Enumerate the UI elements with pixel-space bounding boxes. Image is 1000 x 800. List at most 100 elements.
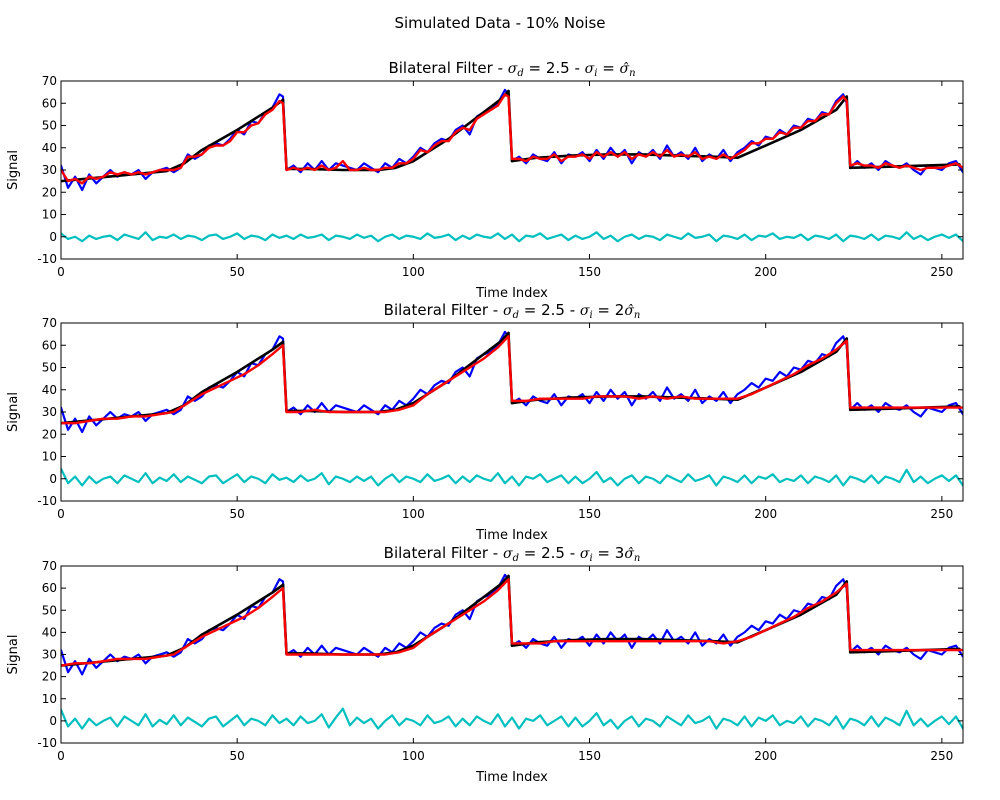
- x-axis-label: Time Index: [475, 770, 548, 785]
- series-residual-line: [61, 231, 963, 243]
- sigma-hat-symbol: σ̂: [620, 61, 630, 77]
- x-tick-label: 0: [57, 265, 65, 279]
- sigma-subscript-i: i: [589, 553, 592, 564]
- y-tick-label: 40: [42, 625, 57, 639]
- subplot-title: Bilateral Filter - σd = 2.5 - σi = σ̂n: [388, 59, 635, 79]
- sigma-hat-symbol: σ̂: [624, 546, 634, 562]
- y-tick-label: 10: [42, 692, 57, 706]
- subplot-title: Bilateral Filter - σd = 2.5 - σi = 2σ̂n: [384, 301, 641, 321]
- series-clean-segment-2: [285, 574, 510, 656]
- series-filtered-line: [61, 578, 963, 667]
- y-tick-label: 30: [42, 163, 57, 177]
- subplot-3: Bilateral Filter - σd = 2.5 - σi = 3σ̂n 0…: [6, 544, 964, 785]
- series-clean-segment-3: [510, 580, 849, 647]
- x-axis-label: Time Index: [475, 528, 548, 543]
- x-tick-label: 100: [402, 507, 425, 521]
- y-tick-label: 40: [42, 141, 57, 155]
- series-filtered-line: [61, 335, 963, 425]
- x-tick-label: 150: [578, 507, 601, 521]
- y-tick-label: 30: [42, 405, 57, 419]
- title-sigma-d-part: = 2.5 -: [519, 544, 580, 562]
- series-clean-segment-1: [61, 583, 285, 667]
- x-tick-label: 0: [57, 749, 65, 763]
- series-clean-segment-3: [510, 95, 849, 163]
- x-tick-label: 200: [754, 749, 777, 763]
- sigma-symbol: σ: [503, 546, 513, 562]
- y-tick-label: 50: [42, 361, 57, 375]
- y-tick-label: 50: [42, 119, 57, 133]
- sigma-subscript-n: n: [629, 68, 635, 79]
- sigma-subscript-i: i: [589, 310, 592, 321]
- title-prefix: Bilateral Filter -: [384, 544, 503, 562]
- x-tick-label: 100: [402, 749, 425, 763]
- y-tick-label: -10: [37, 252, 57, 266]
- x-tick-label: 250: [930, 265, 953, 279]
- y-tick-label: 30: [42, 648, 57, 662]
- plot-area: [61, 573, 963, 730]
- sigma-subscript-i: i: [594, 68, 597, 79]
- x-tick-label: 200: [754, 507, 777, 521]
- x-tick-label: 0: [57, 507, 65, 521]
- subplot-title: Bilateral Filter - σd = 2.5 - σi = 3σ̂n: [384, 544, 641, 564]
- sigma-symbol: σ: [503, 303, 513, 319]
- series-residual-line: [61, 467, 963, 487]
- y-axis-label: Signal: [6, 392, 21, 432]
- plot-area: [61, 88, 963, 243]
- x-tick-label: 100: [402, 265, 425, 279]
- y-tick-label: 40: [42, 383, 57, 397]
- x-tick-label: 200: [754, 265, 777, 279]
- axes-frame: [60, 80, 964, 260]
- y-tick-label: 10: [42, 450, 57, 464]
- y-tick-label: 0: [49, 472, 57, 486]
- series-clean-segment-1: [61, 340, 285, 425]
- y-tick-label: 70: [42, 74, 57, 88]
- y-tick-label: 0: [49, 230, 57, 244]
- sigma-symbol: σ: [508, 61, 518, 77]
- y-tick-label: 50: [42, 603, 57, 617]
- sigma-subscript-d: d: [513, 553, 519, 564]
- title-sigma-i-part: = 3: [593, 544, 625, 562]
- sigma-subscript-n: n: [634, 310, 640, 321]
- y-tick-label: 60: [42, 581, 57, 595]
- y-tick-label: 0: [49, 714, 57, 728]
- y-tick-label: 20: [42, 427, 57, 441]
- x-tick-label: 50: [230, 507, 245, 521]
- y-tick-label: 10: [42, 208, 57, 222]
- title-sigma-i-part: = 2: [593, 301, 625, 319]
- sigma-symbol: σ: [580, 303, 590, 319]
- y-tick-label: -10: [37, 494, 57, 508]
- y-tick-label: 60: [42, 96, 57, 110]
- x-tick-label: 50: [230, 749, 245, 763]
- title-sigma-d-part: = 2.5 -: [524, 59, 585, 77]
- figure-suptitle: Simulated Data - 10% Noise: [394, 14, 605, 32]
- series-clean-segment-2: [285, 89, 510, 172]
- sigma-hat-symbol: σ̂: [624, 303, 634, 319]
- y-axis-label: Signal: [6, 635, 21, 675]
- x-tick-label: 150: [578, 749, 601, 763]
- series-clean-segment-1: [61, 98, 285, 183]
- y-tick-label: 70: [42, 316, 57, 330]
- title-sigma-i-part: =: [597, 59, 619, 77]
- y-tick-label: -10: [37, 736, 57, 750]
- subplots: Bilateral Filter - σd = 2.5 - σi = σ̂n0 5…: [6, 59, 964, 785]
- x-tick-label: 250: [930, 507, 953, 521]
- sigma-subscript-d: d: [517, 68, 523, 79]
- subplot-1: Bilateral Filter - σd = 2.5 - σi = σ̂n 0 5…: [6, 59, 964, 301]
- sigma-symbol: σ: [585, 61, 595, 77]
- subplot-2: Bilateral Filter - σd = 2.5 - σi = 2σ̂n0…: [6, 301, 964, 543]
- x-tick-label: 150: [578, 265, 601, 279]
- x-tick-label: 50: [230, 265, 245, 279]
- y-axis-label: Signal: [6, 150, 21, 190]
- x-axis-label: Time Index: [475, 286, 548, 301]
- y-tick-label: 20: [42, 185, 57, 199]
- sigma-subscript-d: d: [513, 310, 519, 321]
- plot-area: [61, 330, 963, 487]
- title-prefix: Bilateral Filter -: [384, 301, 503, 319]
- y-tick-label: 60: [42, 338, 57, 352]
- axes-frame: [60, 322, 964, 502]
- axes-frame: [60, 565, 964, 744]
- sigma-symbol: σ: [580, 546, 590, 562]
- title-sigma-d-part: = 2.5 -: [519, 301, 580, 319]
- series-clean-segment-2: [285, 331, 510, 414]
